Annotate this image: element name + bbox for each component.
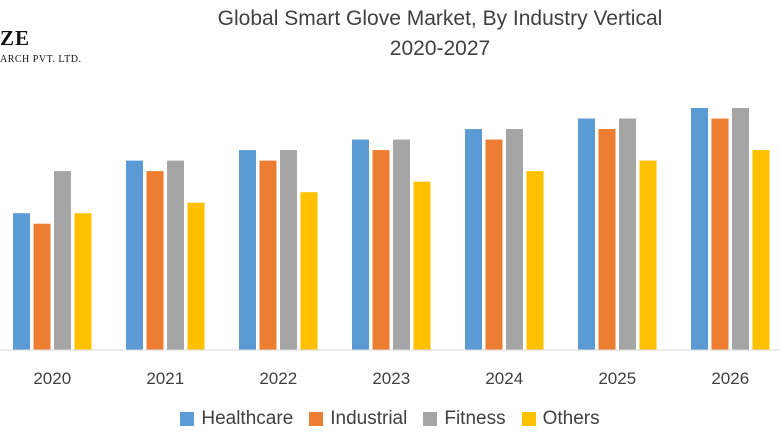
bar-others-2025: [639, 160, 657, 350]
legend-label: Others: [542, 408, 600, 429]
bar-healthcare-2020: [13, 213, 30, 350]
legend-item-others: Others: [521, 408, 600, 430]
bar-others-2026: [752, 150, 770, 350]
bar-fitness-2023: [393, 139, 410, 350]
legend-swatch: [521, 412, 536, 426]
x-tick-labels: 2020 2021 2022 2023 2024 2025 2026: [33, 369, 749, 388]
legend-label: Fitness: [444, 408, 506, 429]
legend-item-industrial: Industrial: [309, 408, 407, 430]
bar-fitness-2025: [619, 118, 636, 351]
x-tick-label: 2023: [372, 369, 410, 388]
bar-others-2020: [74, 213, 92, 350]
bar-healthcare-2021: [126, 160, 143, 350]
bar-others-2021: [187, 202, 205, 350]
x-tick-label: 2020: [33, 369, 71, 388]
x-tick-label: 2024: [485, 369, 523, 388]
bar-chart: 2020 2021 2022 2023 2024 2025 2026: [0, 108, 780, 388]
bar-fitness-2026: [732, 108, 749, 350]
bar-fitness-2022: [280, 150, 297, 350]
x-tick-label: 2021: [146, 369, 184, 388]
bar-industrial-2020: [33, 223, 51, 350]
x-tick-label: 2026: [711, 369, 749, 388]
legend-item-healthcare: Healthcare: [180, 408, 293, 430]
legend-swatch: [180, 412, 195, 426]
bar-healthcare-2022: [239, 150, 256, 350]
bar-healthcare-2026: [691, 108, 708, 350]
bar-industrial-2025: [598, 129, 616, 350]
bar-others-2022: [300, 192, 318, 350]
bar-industrial-2021: [146, 171, 164, 350]
bar-healthcare-2025: [578, 118, 595, 351]
bar-fitness-2024: [506, 129, 523, 350]
bar-others-2023: [413, 181, 431, 350]
bar-fitness-2021: [167, 160, 184, 350]
legend: Healthcare Industrial Fitness Others: [0, 404, 780, 434]
logo-subtext: ARCH PVT. LTD.: [0, 54, 82, 65]
legend-swatch: [309, 412, 324, 426]
x-tick-label: 2022: [259, 369, 297, 388]
legend-label: Industrial: [330, 408, 408, 429]
legend-swatch: [423, 412, 438, 426]
bars-group: [13, 108, 770, 351]
bar-industrial-2023: [372, 150, 390, 350]
bar-healthcare-2023: [352, 139, 369, 350]
bar-fitness-2020: [54, 171, 71, 350]
legend-label: Healthcare: [201, 408, 294, 429]
legend-item-fitness: Fitness: [423, 408, 506, 430]
x-tick-label: 2025: [598, 369, 636, 388]
bar-others-2024: [526, 171, 544, 350]
bar-industrial-2026: [711, 118, 729, 351]
logo-text: ZE: [0, 26, 31, 50]
bar-industrial-2024: [485, 139, 503, 350]
bar-industrial-2022: [259, 160, 277, 350]
bar-healthcare-2024: [465, 129, 482, 350]
chart-title: Global Smart Glove Market, By Industry V…: [217, 7, 663, 30]
chart-subtitle: 2020-2027: [389, 37, 491, 60]
